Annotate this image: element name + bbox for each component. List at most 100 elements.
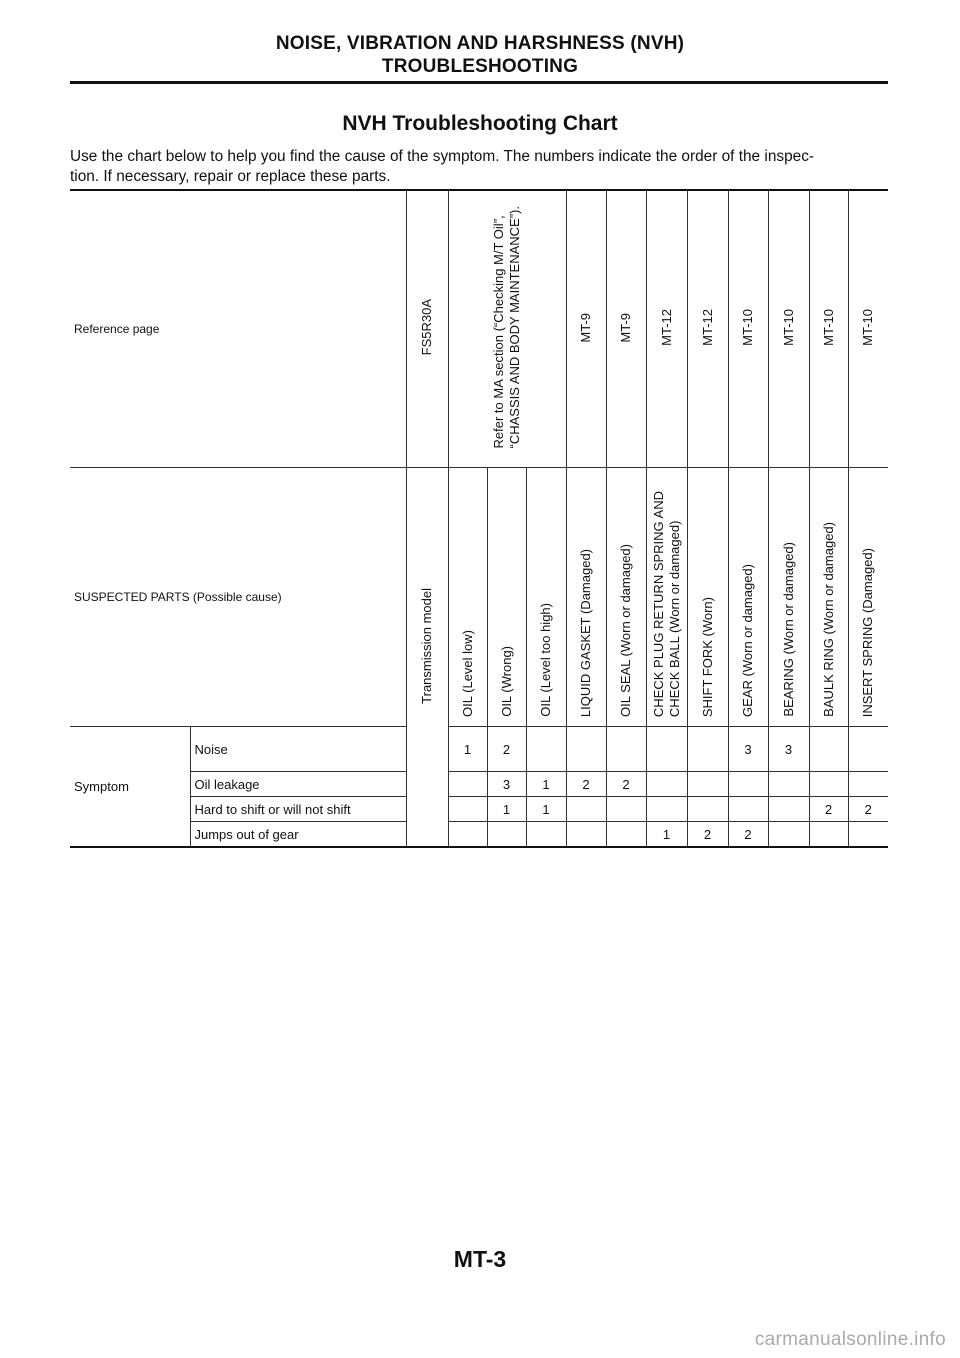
page-number: MT-3 [453,1246,507,1272]
inspection-order-cell [847,771,888,797]
suspected-part-cell: OIL (Level too high) [525,467,567,727]
suspected-part: INSERT SPRING (Damaged) [860,547,876,717]
suspected-part-cell: OIL SEAL (Worn or damaged) [605,467,647,727]
symptom-label: Symptom [70,726,191,848]
header-line-2: TROUBLESHOOTING [381,56,579,77]
inspection-order-cell [727,771,769,797]
suspected-part: SHIFT FORK (Worn) [699,596,715,717]
inspection-order-cell [447,771,488,797]
reference-page: MT-9 [618,312,633,343]
symptom-row: Hard to shift or will not shift 1 1 2 2 [70,796,888,822]
inspection-order-cell: 2 [565,771,607,797]
inspection-order-cell: 2 [727,821,769,848]
nvh-chart-table: Reference page FS5R30A Refer to MA section… [70,189,888,848]
inspection-order-cell [605,796,647,822]
transmission-model-label: Transmission model [419,588,434,704]
reference-page-cell: MT-12 [686,189,729,468]
symptom-name: Jumps out of gear [190,821,407,848]
reference-page-row: Reference page FS5R30A Refer to MA section… [70,189,888,468]
reference-page: MT-9 [578,312,593,343]
reference-page: MT-10 [780,309,796,346]
symptom-row: Oil leakage 3 1 2 2 [70,771,888,797]
suspected-part: OIL (Wrong) [498,646,514,717]
suspected-part-cell: GEAR (Worn or damaged) [727,467,769,727]
suspected-part: OIL SEAL (Worn or damaged) [618,544,633,717]
symptom-name: Hard to shift or will not shift [190,796,407,822]
suspected-part: LIQUID GASKET (Damaged) [578,548,593,717]
inspection-order-cell [525,821,567,848]
inspection-order-cell [847,726,888,772]
inspection-order-cell [486,821,527,848]
reference-page-cell: MT-10 [847,189,888,468]
inspection-order-cell: 2 [686,821,729,848]
reference-model-cell: FS5R30A [405,189,449,468]
reference-page: MT-12 [699,309,715,346]
inspection-order-cell: 2 [486,726,527,772]
inspection-order-cell [645,796,688,822]
reference-oil-page: Refer to MA section (“Checking M/T Oil”,… [491,206,522,449]
suspected-part-cell: LIQUID GASKET (Damaged) [565,467,607,727]
inspection-order-cell: 1 [525,796,567,822]
inspection-order-cell: 2 [808,796,849,822]
suspected-parts-row: SUSPECTED PARTS (Possible cause) Transmis… [70,467,888,848]
inspection-order-cell [767,771,810,797]
inspection-order-cell [808,726,849,772]
reference-page: MT-12 [658,309,674,346]
inspection-order-cell [808,771,849,797]
reference-page-cell: MT-10 [727,189,769,468]
inspection-order-cell [565,726,607,772]
inspection-order-cell: 1 [486,796,527,822]
suspected-part-cell: INSERT SPRING (Damaged) [847,467,888,727]
inspection-order-cell [447,821,488,848]
reference-page-cell: MT-12 [645,189,688,468]
reference-page-cell: MT-10 [767,189,810,468]
inspection-order-cell [605,821,647,848]
inspection-order-cell: 2 [847,796,888,822]
suspected-part: OIL (Level low) [459,630,475,717]
inspection-order-cell: 1 [645,821,688,848]
reference-page-label: Reference page [70,189,407,468]
reference-oil-cell: Refer to MA section (“Checking M/T Oil”,… [447,189,567,468]
intro-text: Use the chart below to help you find the… [70,148,815,185]
suspected-part: BAULK RING (Worn or damaged) [820,522,836,717]
symptom-row: Jumps out of gear 1 2 2 [70,821,888,848]
inspection-order-cell: 1 [525,771,567,797]
suspected-part: BEARING (Worn or damaged) [780,542,796,717]
reference-page: MT-10 [820,309,836,346]
symptom-name: Oil leakage [190,771,407,797]
reference-page: MT-10 [860,309,876,346]
inspection-order-cell [447,796,488,822]
header-line-1: NOISE, VIBRATION AND HARSHNESS (NVH) [275,33,685,54]
symptom-row: Symptom Noise 1 2 3 3 [70,726,888,848]
suspected-part-cell: BAULK RING (Worn or damaged) [808,467,849,727]
reference-page: MT-10 [740,309,755,346]
inspection-order-cell [645,771,688,797]
suspected-part-cell: BEARING (Worn or damaged) [767,467,810,727]
reference-model: FS5R30A [419,299,434,356]
inspection-order-cell: 3 [486,771,527,797]
inspection-order-cell: 3 [727,726,769,772]
inspection-order-cell: 2 [605,771,647,797]
reference-page-cell: MT-9 [605,189,647,468]
suspected-part-cell: SHIFT FORK (Worn) [686,467,729,727]
page-header: NOISE, VIBRATION AND HARSHNESS (NVH) TRO… [0,32,960,78]
suspected-parts-label: SUSPECTED PARTS (Possible cause) [70,467,407,727]
header-rule [70,81,888,84]
suspected-part: CHECK PLUG RETURN SPRING AND CHECK BALL … [650,490,682,717]
inspection-order-cell [565,821,607,848]
inspection-order-cell [808,821,849,848]
suspected-part-cell: OIL (Wrong) [486,467,527,727]
inspection-order-cell [686,796,729,822]
inspection-order-cell [727,796,769,822]
inspection-order-cell [525,726,567,772]
inspection-order-cell: 3 [767,726,810,772]
reference-page-cell: MT-10 [808,189,849,468]
suspected-part: OIL (Level too high) [538,603,553,717]
reference-page-cell: MT-9 [565,189,607,468]
inspection-order-cell [767,796,810,822]
transmission-model-cell: Transmission model [405,467,449,848]
symptom-name: Noise [189,726,407,772]
inspection-order-cell [565,796,607,822]
suspected-part: GEAR (Worn or damaged) [740,564,755,717]
suspected-part-cell: OIL (Level low) [447,467,488,727]
